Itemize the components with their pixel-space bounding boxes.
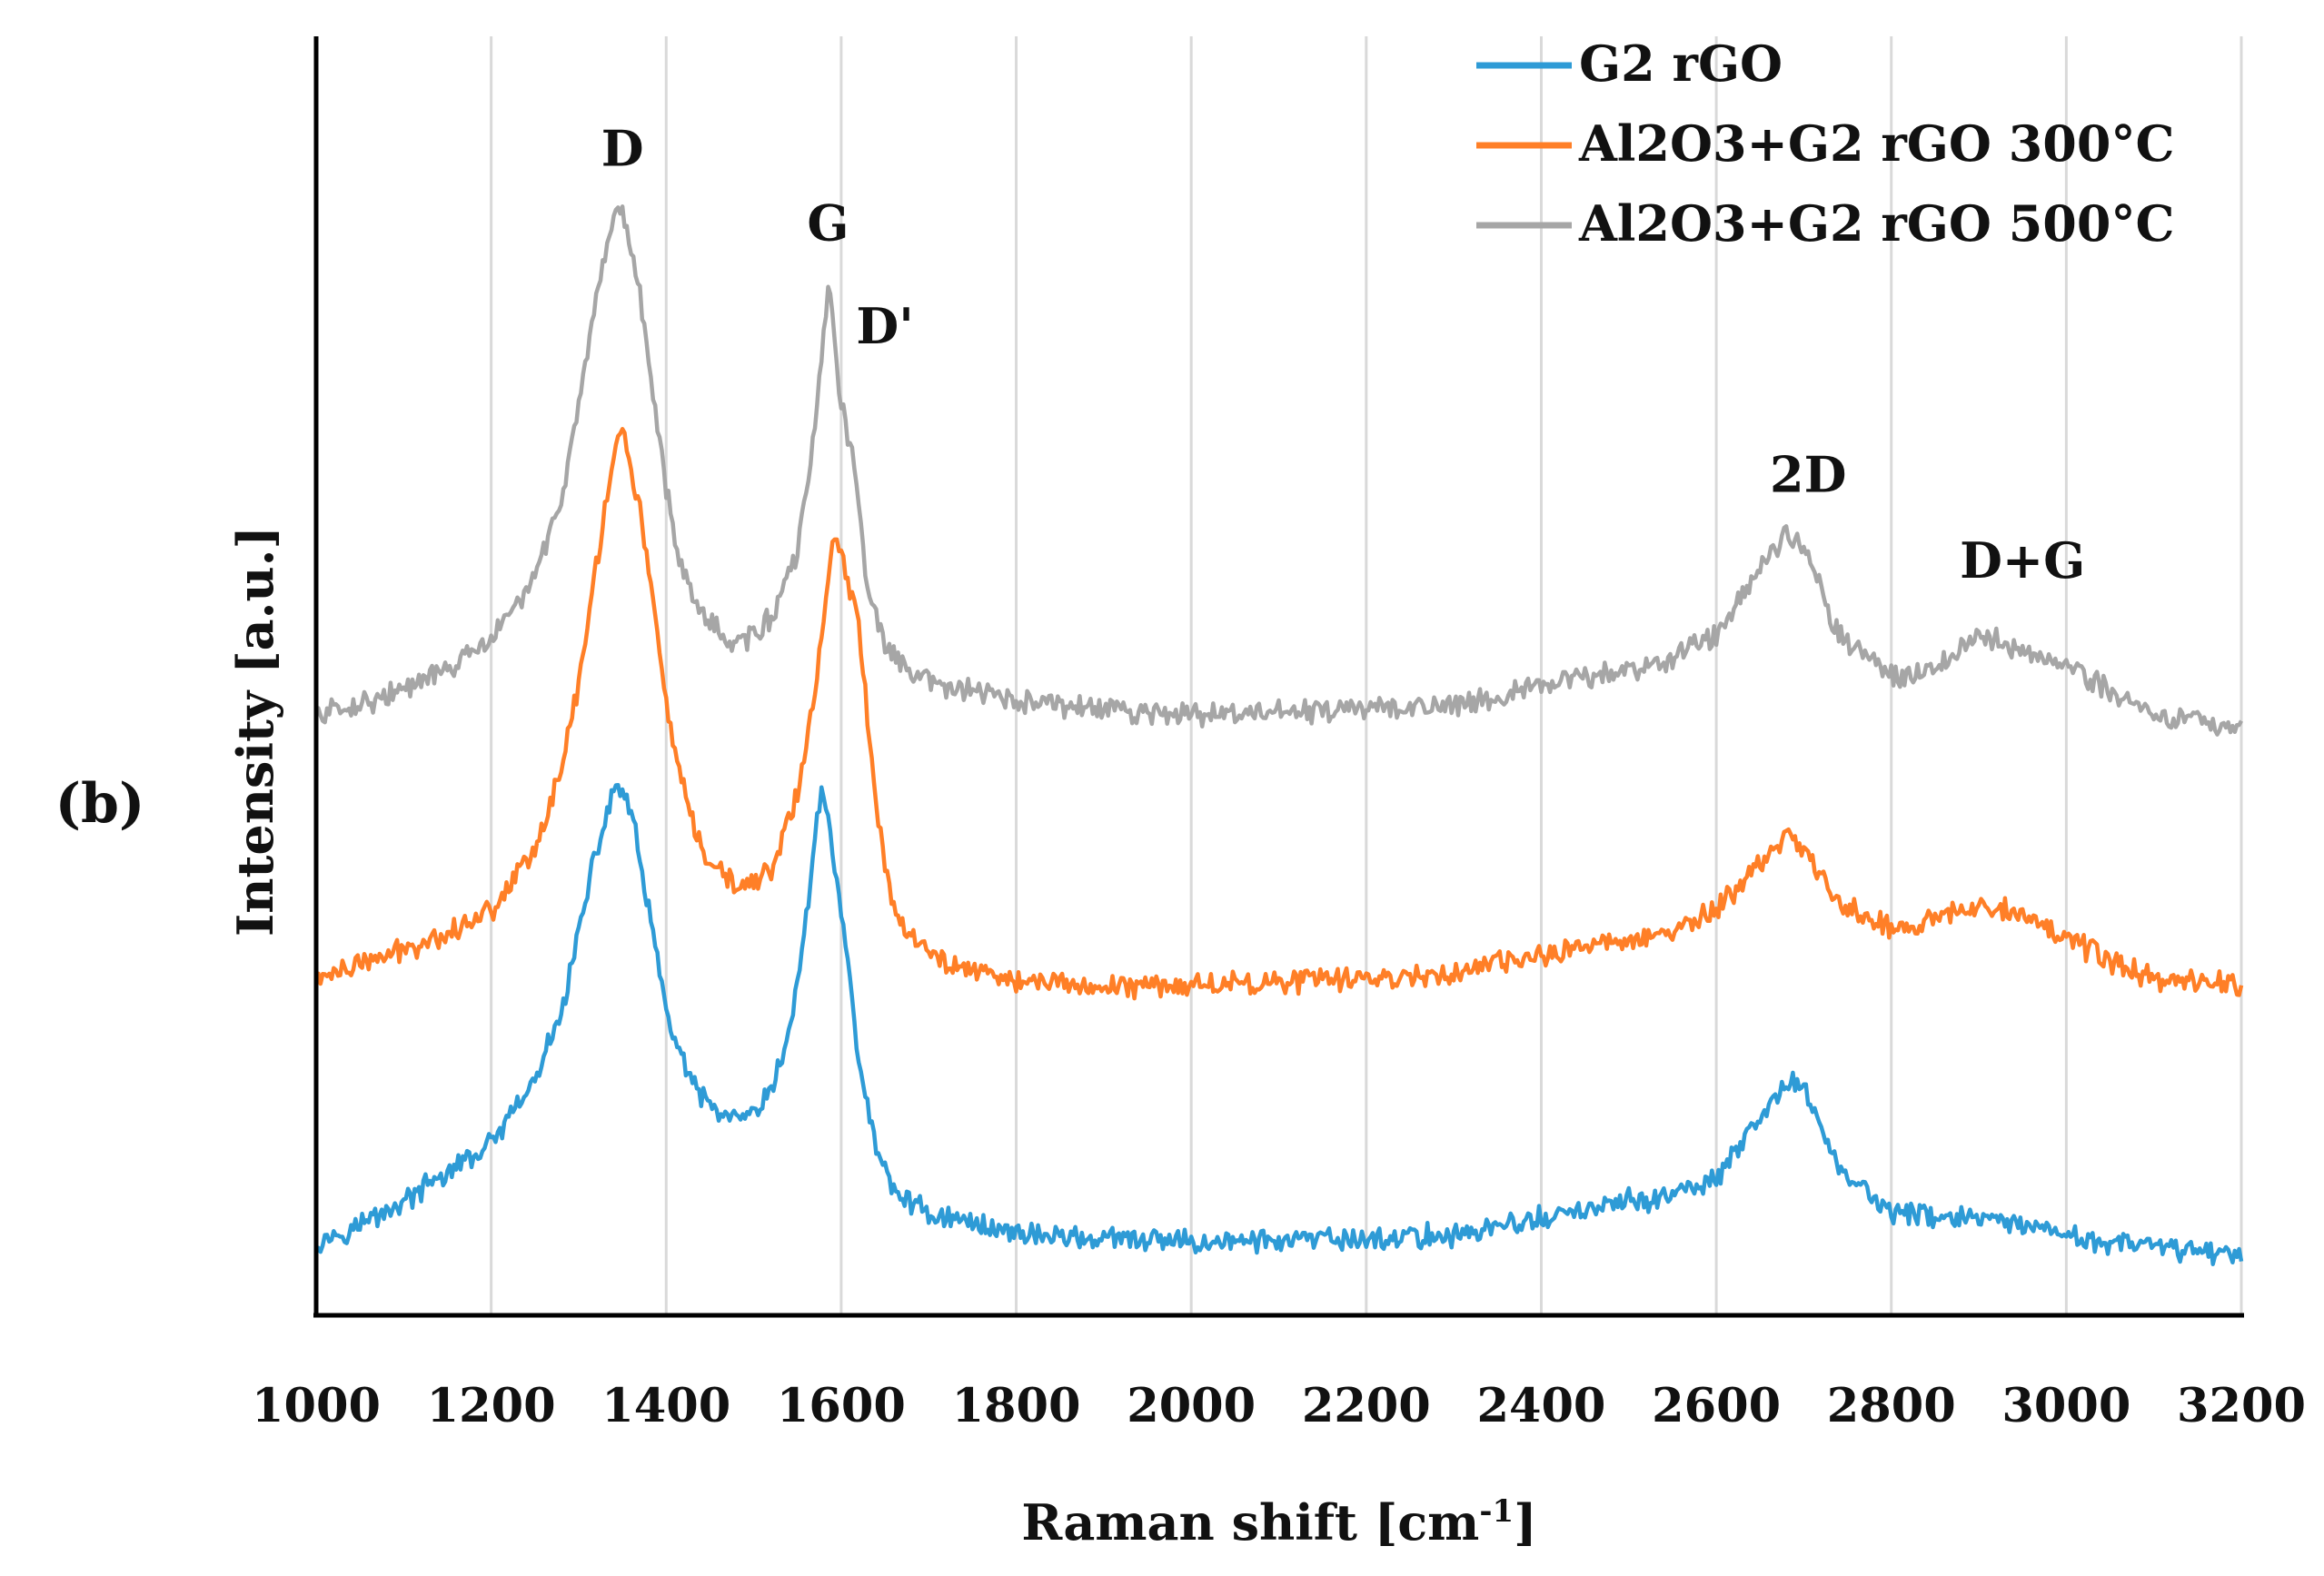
x-tick-label: 1000 xyxy=(252,1379,381,1433)
y-axis-title: Intensity [a.u.] xyxy=(226,526,284,937)
series-lines xyxy=(313,204,2244,1266)
x-tick-label: 1600 xyxy=(777,1379,906,1433)
legend-label-g2-rgo: G2 rGO xyxy=(1579,35,1783,93)
peak-label: 2D xyxy=(1770,446,1846,504)
legend-item: G2 rGO xyxy=(1476,35,1783,93)
x-axis-title: Raman shift [cm-1] xyxy=(1021,1493,1536,1551)
x-tick-label: 1800 xyxy=(952,1379,1081,1433)
x-tick-label: 1200 xyxy=(427,1379,556,1433)
series-line-3 xyxy=(313,204,2243,737)
peak-label: D' xyxy=(856,297,913,355)
x-tick-label: 2000 xyxy=(1127,1379,1256,1433)
legend-label-500c: Al2O3+G2 rGO 500°C xyxy=(1578,194,2174,253)
x-tick-label: 2600 xyxy=(1652,1379,1781,1433)
legend: G2 rGO Al2O3+G2 rGO 300°C Al2O3+G2 rGO 5… xyxy=(1476,35,2174,253)
x-axis-title-main: Raman shift [cm xyxy=(1021,1493,1479,1551)
x-tick-label: 2400 xyxy=(1476,1379,1605,1433)
x-tick-label: 3200 xyxy=(2177,1379,2306,1433)
x-tick-labels: 1000 1200 1400 1600 1800 2000 2200 2400 2600 2800… xyxy=(252,1379,2306,1433)
panel-label: (b) xyxy=(55,772,145,836)
peak-label: G xyxy=(807,194,849,253)
x-tick-label: 2800 xyxy=(1827,1379,1956,1433)
legend-label-300c: Al2O3+G2 rGO 300°C xyxy=(1578,114,2174,173)
x-tick-label: 2200 xyxy=(1302,1379,1431,1433)
x-tick-label: 1400 xyxy=(601,1379,730,1433)
peak-annotations: D GD' 2D D+G xyxy=(601,120,2086,590)
series-line-2 xyxy=(314,427,2244,1001)
x-axis-title-close: ] xyxy=(1514,1493,1537,1551)
legend-item: Al2O3+G2 rGO 300°C xyxy=(1476,114,2174,173)
legend-item: Al2O3+G2 rGO 500°C xyxy=(1476,194,2174,253)
x-axis-title-superscript: -1 xyxy=(1479,1493,1514,1530)
series-line-1 xyxy=(314,782,2244,1266)
peak-label: D+G xyxy=(1960,531,2085,590)
peak-label: D xyxy=(601,120,644,178)
x-tick-label: 3000 xyxy=(2001,1379,2130,1433)
